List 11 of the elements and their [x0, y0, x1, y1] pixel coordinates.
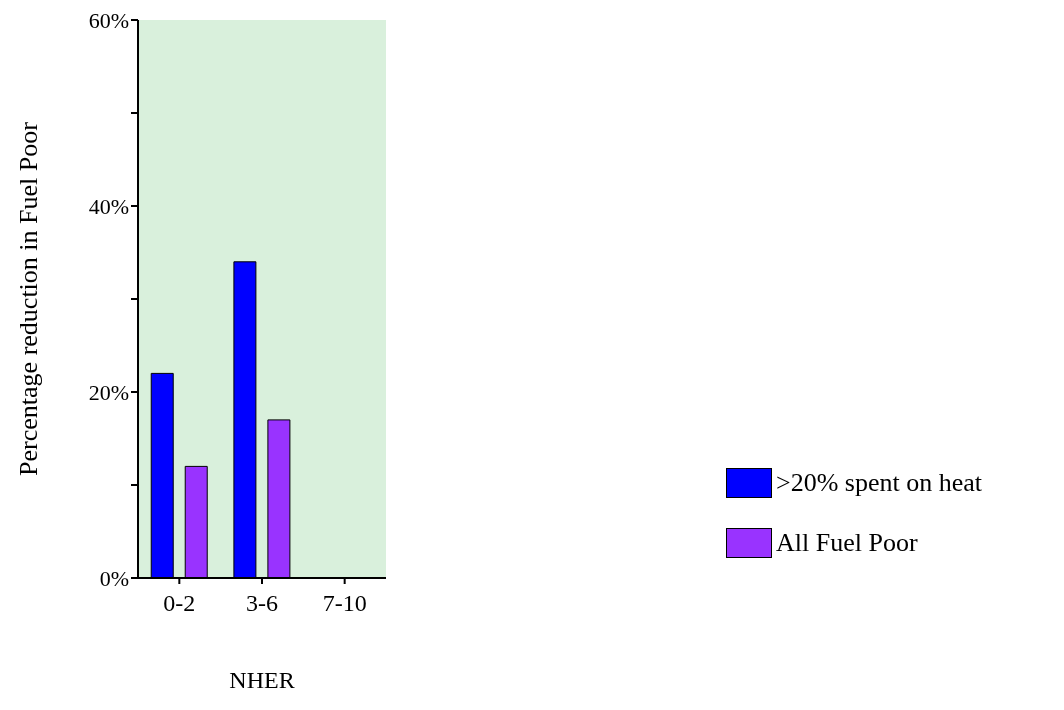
x-tick-label: 0-2 [163, 590, 196, 617]
y-tick-label: 0% [99, 565, 129, 591]
y-tick-label: 40% [88, 193, 129, 219]
y-axis-title: Percentage reduction in Fuel Poor [14, 121, 44, 476]
y-tick-label: 20% [88, 379, 129, 405]
legend-label: >20% spent on heat [776, 468, 983, 498]
x-axis-title: NHER [229, 667, 295, 693]
x-tick-label: 3-6 [246, 590, 278, 617]
legend-label: All Fuel Poor [776, 528, 918, 558]
y-tick-label: 60% [88, 7, 129, 33]
x-tick-label: 7-10 [322, 590, 367, 617]
